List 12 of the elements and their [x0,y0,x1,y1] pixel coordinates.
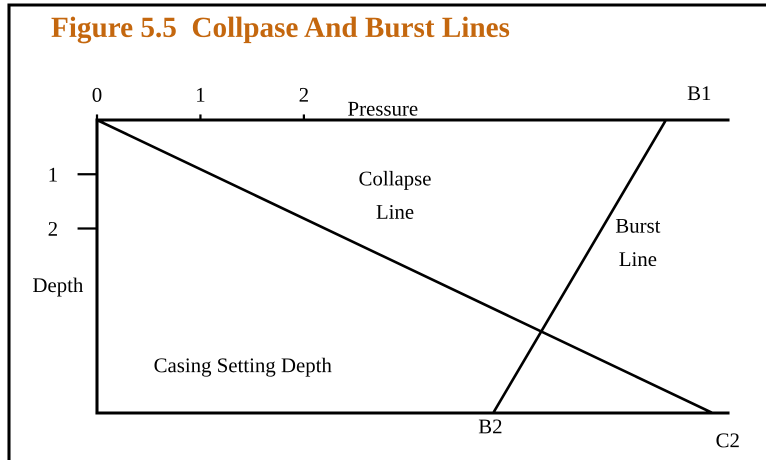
y-axis-title: Depth [33,278,84,296]
chart-title: Figure 5.5 Collpase And Burst Lines [51,16,510,44]
x-tick-label: 1 [197,88,204,102]
ref-line-label: Casing Setting Depth [154,358,332,377]
x-tick-label: 2 [300,88,308,102]
x-tick-label: 0 [92,88,102,102]
series-label: Collapse Line [359,170,431,219]
annotation: B1 [688,86,710,100]
series-label: Burst Line [616,218,660,266]
annotation: B2 [478,419,502,434]
x-axis-title: Pressure [348,102,418,116]
annotation: C2 [716,433,739,448]
